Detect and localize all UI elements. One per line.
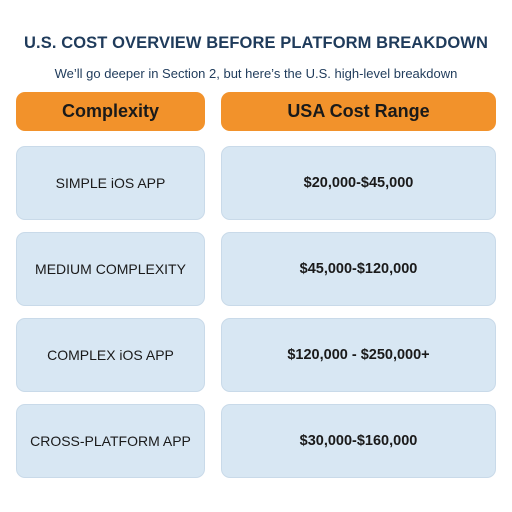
table-row: MEDIUM COMPLEXITY $45,000-$120,000 <box>0 232 512 306</box>
table-row: COMPLEX iOS APP $120,000 - $250,000+ <box>0 318 512 392</box>
complexity-cell: MEDIUM COMPLEXITY <box>16 232 205 306</box>
table-row: SIMPLE iOS APP $20,000-$45,000 <box>0 146 512 220</box>
complexity-cell: COMPLEX iOS APP <box>16 318 205 392</box>
header-complexity: Complexity <box>16 92 205 131</box>
table-row: CROSS-PLATFORM APP $30,000-$160,000 <box>0 404 512 478</box>
cost-cell: $45,000-$120,000 <box>221 232 496 306</box>
cost-cell: $120,000 - $250,000+ <box>221 318 496 392</box>
header-usa-cost-range: USA Cost Range <box>221 92 496 131</box>
complexity-cell: SIMPLE iOS APP <box>16 146 205 220</box>
complexity-cell: CROSS-PLATFORM APP <box>16 404 205 478</box>
cost-cell: $20,000-$45,000 <box>221 146 496 220</box>
page-title: U.S. COST OVERVIEW BEFORE PLATFORM BREAK… <box>24 34 488 52</box>
page-subtitle: We’ll go deeper in Section 2, but here’s… <box>54 66 458 81</box>
cost-cell: $30,000-$160,000 <box>221 404 496 478</box>
